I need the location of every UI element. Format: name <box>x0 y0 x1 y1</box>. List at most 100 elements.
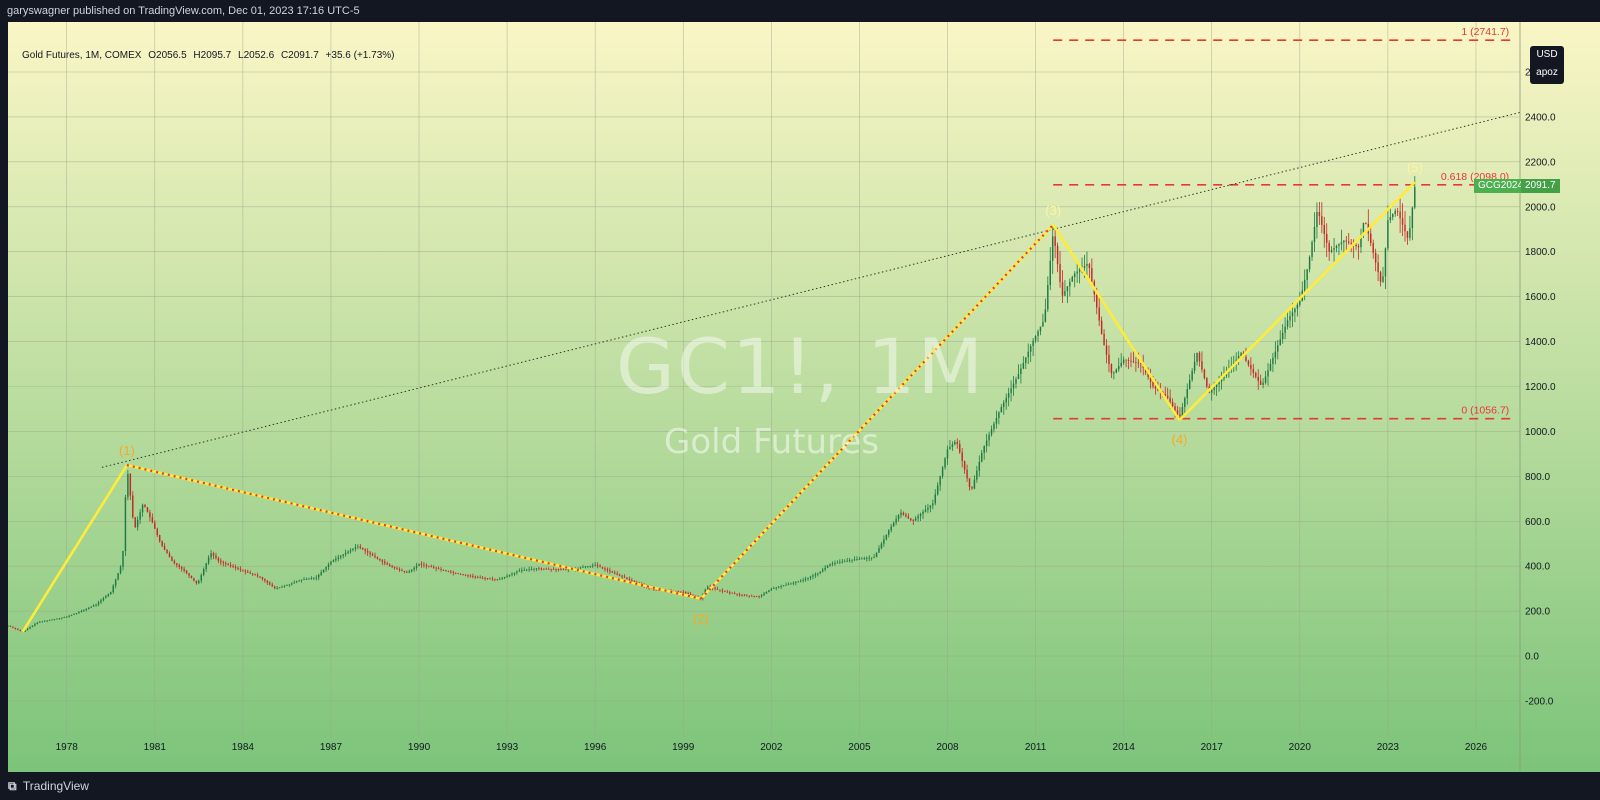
tradingview-logo-icon[interactable]: ⧉ <box>8 779 17 793</box>
candle-body <box>1213 387 1215 390</box>
candle-body <box>90 606 92 608</box>
candle-body <box>435 567 437 569</box>
candle-body <box>538 568 540 570</box>
candle-body <box>1328 242 1330 252</box>
candle-body <box>183 568 185 571</box>
candle-body <box>1267 370 1269 377</box>
candle-body <box>1272 357 1274 365</box>
candle-body <box>256 575 259 577</box>
x-tick-label: 2020 <box>1289 742 1312 753</box>
candle-body <box>890 526 892 531</box>
x-tick-label: 2008 <box>936 742 959 753</box>
wave-label: (5) <box>1407 160 1423 175</box>
wave-segment[interactable] <box>21 464 129 633</box>
candle-body <box>46 620 48 622</box>
candle-body <box>374 555 376 558</box>
candle-body <box>202 569 205 575</box>
candle-body <box>829 563 831 566</box>
candle-body <box>614 572 616 574</box>
candle-body <box>124 497 127 551</box>
candle-body <box>565 569 567 571</box>
candle-body <box>1122 359 1125 363</box>
candle-body <box>41 621 43 623</box>
candle-body <box>176 563 178 566</box>
wave-segment[interactable] <box>1052 224 1181 421</box>
candle-body <box>807 577 809 579</box>
candle-body <box>1306 269 1308 280</box>
candle-body <box>481 577 484 579</box>
currency-label[interactable]: USD <box>1536 49 1558 60</box>
time-axis[interactable]: 1978 1981 1984 1987 1990 1993 1996 1999 2002 2005… <box>56 742 1488 753</box>
candle-body <box>577 567 579 569</box>
candle-body <box>817 573 819 575</box>
candle-body <box>1318 212 1321 217</box>
candle-body <box>259 576 261 578</box>
fib-levels[interactable]: 1 (2741.7)0.618 (2098.0)0 (1056.7) <box>1053 26 1512 420</box>
fib-level-label: 1 (2741.7) <box>1461 26 1509 38</box>
candle-body <box>687 592 689 594</box>
candle-body <box>472 576 474 577</box>
candle-body <box>1399 211 1401 219</box>
wave-segment[interactable] <box>1178 181 1416 422</box>
candle-body <box>1387 220 1389 249</box>
candle-body <box>362 547 364 550</box>
candle-body <box>560 569 562 571</box>
candle-body <box>418 563 420 566</box>
candle-body <box>1193 361 1196 371</box>
elliott-waves[interactable]: (1) (2) (3) (4) (5) <box>21 160 1423 633</box>
candle-body <box>775 587 777 589</box>
chart-area[interactable]: 1 (2741.7) 0.618 (2098.0) 0 (1056.7) (1) (2… <box>8 22 1600 772</box>
candle-body <box>824 567 826 570</box>
y-tick-label: 800.0 <box>1525 472 1550 483</box>
candle-body <box>1323 225 1326 234</box>
candle-body <box>858 558 861 560</box>
candle-body <box>354 547 357 549</box>
candle-body <box>225 563 227 565</box>
candle-body <box>804 578 807 580</box>
candle-body <box>1071 276 1074 282</box>
candle-body <box>936 485 939 495</box>
candle-body <box>733 593 736 595</box>
candle-body <box>398 569 401 570</box>
wave-segment-dotted[interactable] <box>126 464 702 600</box>
candle-body <box>1135 362 1137 363</box>
y-tick-label: 2400.0 <box>1525 112 1556 123</box>
candle-body <box>1184 398 1186 408</box>
x-tick-label: 2011 <box>1025 742 1047 753</box>
candle-body <box>1029 346 1032 352</box>
candle-body <box>934 494 936 504</box>
candle-body <box>1409 228 1411 238</box>
candle-body <box>75 613 78 614</box>
wave-segment-dotted[interactable] <box>700 224 1054 600</box>
unit-selector[interactable]: USD apoz <box>1530 46 1564 84</box>
candle-body <box>797 581 799 583</box>
candle-body <box>139 512 141 520</box>
candle-body <box>1250 364 1252 369</box>
candle-body <box>777 586 780 588</box>
candle-body <box>1037 331 1039 336</box>
candle-body <box>998 412 1000 418</box>
candle-body <box>604 568 606 570</box>
candle-body <box>459 573 462 575</box>
candle-body <box>1066 286 1069 292</box>
candle-body <box>868 557 870 559</box>
candle-body <box>428 565 430 567</box>
wave-label: (1) <box>119 443 135 458</box>
price-chart[interactable]: 1 (2741.7)0.618 (2098.0)0 (1056.7) (1) (2… <box>8 22 1600 772</box>
candle-body <box>1086 264 1088 266</box>
tradingview-brand[interactable]: TradingView <box>22 779 89 793</box>
ohlc-legend: Gold Futures, 1M, COMEX O2056.5 H2095.7 … <box>22 50 398 61</box>
candle-body <box>151 517 154 523</box>
candle-body <box>357 546 359 548</box>
legend-symbol: Gold Futures, 1M, COMEX <box>22 50 142 61</box>
x-tick-label: 1993 <box>496 742 519 753</box>
candle-body <box>283 585 286 587</box>
candle-body <box>853 559 856 561</box>
candle-body <box>631 579 633 581</box>
candle-body <box>117 573 119 580</box>
x-tick-label: 2005 <box>848 742 871 753</box>
scale-label[interactable]: apoz <box>1536 67 1558 78</box>
candle-body <box>689 593 692 595</box>
candle-body <box>831 563 834 565</box>
price-scale-background[interactable] <box>1520 22 1600 772</box>
